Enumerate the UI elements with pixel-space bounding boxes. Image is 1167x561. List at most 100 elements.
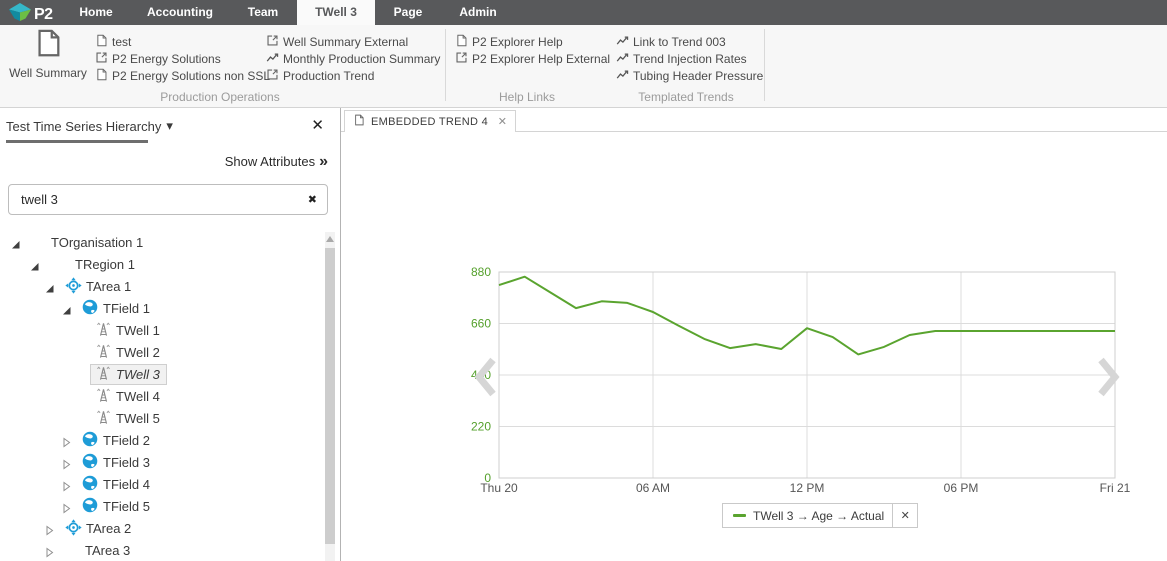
tree-item-tfield-4[interactable]: TField 4 [76, 474, 157, 495]
ribbon-link-p2-explorer-help-external[interactable]: P2 Explorer Help External [455, 50, 610, 67]
p2-logo-text: P2 [34, 5, 53, 23]
expand-icon[interactable] [44, 545, 55, 558]
trend-icon [616, 68, 633, 84]
hierarchy-sidebar: Test Time Series Hierarchy ▾ ✕ Show Attr… [0, 108, 341, 561]
tree-item-torganisation-1[interactable]: TOrganisation 1 [51, 235, 144, 250]
tree-scrollbar[interactable] [325, 232, 335, 561]
collapse-icon[interactable] [44, 281, 55, 293]
nav-item-page[interactable]: Page [393, 5, 423, 19]
double-chevron-icon: » [319, 153, 328, 170]
field-icon [81, 474, 103, 495]
pan-left-icon[interactable] [474, 357, 496, 397]
area-icon [65, 518, 86, 539]
expand-icon[interactable] [61, 501, 72, 514]
expand-icon[interactable] [44, 523, 55, 536]
expand-icon[interactable] [61, 457, 72, 470]
tree-row: TWell 5 [0, 408, 322, 430]
ribbon: Well Summary test P2 Energy Solutions P2 En… [0, 25, 1167, 108]
tree-item-tarea-1[interactable]: TArea 1 [60, 276, 138, 297]
ribbon-link-monthly-production-summary[interactable]: Monthly Production Summary [266, 50, 440, 67]
ribbon-group-divider [764, 29, 765, 101]
tree-item-tfield-1[interactable]: TField 1 [76, 298, 157, 319]
show-attributes-link[interactable]: Show Attributes » [224, 153, 328, 170]
tree-item-tfield-2[interactable]: TField 2 [76, 430, 157, 451]
tree-item-twell-3[interactable]: TWell 3 [90, 364, 167, 385]
search-input[interactable] [21, 185, 301, 214]
ribbon-column: Well Summary External Monthly Production … [266, 33, 440, 84]
pan-right-icon[interactable] [1098, 357, 1120, 397]
scroll-up-icon[interactable] [326, 236, 334, 242]
external-link-icon [455, 51, 472, 67]
nav-item-accounting[interactable]: Accounting [147, 5, 213, 19]
legend-series-marker [733, 514, 746, 517]
search-clear-icon[interactable]: ✖ [307, 194, 317, 206]
ribbon-link-p2-energy-solutions[interactable]: P2 Energy Solutions [95, 50, 270, 67]
well-summary-button[interactable]: Well Summary [8, 28, 88, 80]
x-tick-label: Thu 20 [480, 481, 518, 495]
tree-item-twell-2[interactable]: TWell 2 [90, 342, 167, 363]
tree-item-tregion-1[interactable]: TRegion 1 [75, 257, 135, 272]
collapse-icon[interactable] [10, 237, 21, 249]
x-tick-label: 12 PM [790, 481, 825, 495]
y-tick-label: 0 [484, 471, 491, 485]
scrollbar-thumb[interactable] [325, 248, 335, 544]
y-tick-label: 660 [471, 317, 491, 331]
well-icon [95, 342, 116, 363]
p2-logo: P2 [7, 1, 53, 28]
show-attributes-label: Show Attributes [224, 154, 316, 169]
big-button-label: Well Summary [9, 66, 87, 80]
hierarchy-selector[interactable]: Test Time Series Hierarchy ▾ [6, 118, 173, 134]
ribbon-link-p2-energy-solutions-non-ssl[interactable]: P2 Energy Solutions non SSL [95, 67, 270, 84]
tree-item-twell-1[interactable]: TWell 1 [90, 320, 167, 341]
ribbon-column: P2 Explorer Help P2 Explorer Help Externa… [455, 33, 610, 67]
tree-item-tfield-5[interactable]: TField 5 [76, 496, 157, 517]
document-icon [455, 34, 472, 50]
nav-item-admin[interactable]: Admin [459, 5, 497, 19]
expand-icon[interactable] [61, 435, 72, 448]
field-icon [81, 430, 103, 451]
collapse-icon[interactable] [29, 259, 40, 271]
well-icon [95, 320, 116, 341]
ribbon-link-well-summary-external[interactable]: Well Summary External [266, 33, 440, 50]
ribbon-link-link-to-trend-003[interactable]: Link to Trend 003 [616, 33, 763, 50]
tab-close-icon[interactable]: ✕ [497, 116, 507, 128]
main-content: EMBEDDED TREND 4 ✕ 0 220 440 660 880 Thu 20 06… [341, 108, 1167, 561]
tree-row: TWell 1 [0, 320, 322, 342]
sidebar-close-icon[interactable]: ✕ [311, 117, 324, 134]
tree-item-tarea-3[interactable]: TArea 3 [85, 543, 131, 558]
field-icon [81, 496, 103, 517]
ribbon-link-trend-injection-rates[interactable]: Trend Injection Rates [616, 50, 763, 67]
tab-embedded-trend-4[interactable]: EMBEDDED TREND 4 ✕ [344, 110, 516, 132]
expand-icon[interactable] [61, 479, 72, 492]
ribbon-link-production-trend[interactable]: Production Trend [266, 67, 440, 84]
search-box: ✖ [8, 184, 328, 215]
tree-item-twell-5[interactable]: TWell 5 [90, 408, 167, 429]
nav-item-home[interactable]: Home [79, 5, 113, 19]
x-tick-label: 06 PM [944, 481, 979, 495]
legend-close-icon[interactable]: ✕ [900, 510, 910, 522]
document-icon [33, 29, 63, 62]
tab-strip: EMBEDDED TREND 4 ✕ [341, 108, 1167, 132]
ribbon-link-p2-explorer-help[interactable]: P2 Explorer Help [455, 33, 610, 50]
tree-row: TArea 3 [0, 540, 322, 561]
legend-divider [892, 504, 894, 527]
tree-row: TArea 2 [0, 518, 322, 540]
tree-item-tfield-3[interactable]: TField 3 [76, 452, 157, 473]
ribbon-link-tubing-header-pressure[interactable]: Tubing Header Pressure [616, 67, 763, 84]
ribbon-link-test[interactable]: test [95, 33, 270, 50]
chart-legend: TWell 3 → Age → Actual ✕ [722, 503, 919, 528]
tree-item-tarea-2[interactable]: TArea 2 [60, 518, 138, 539]
collapse-icon[interactable] [61, 303, 72, 315]
tree-row: TWell 3 [0, 364, 322, 386]
ribbon-group-label: Production Operations [160, 90, 280, 104]
tree-row: TOrganisation 1 [0, 232, 322, 254]
document-icon [95, 68, 112, 84]
tree-item-twell-4[interactable]: TWell 4 [90, 386, 167, 407]
p2-logo-icon [7, 1, 33, 28]
nav-item-team[interactable]: Team [247, 5, 279, 19]
external-link-icon [266, 68, 283, 84]
nav-item-twell-3[interactable]: TWell 3 [297, 0, 375, 25]
